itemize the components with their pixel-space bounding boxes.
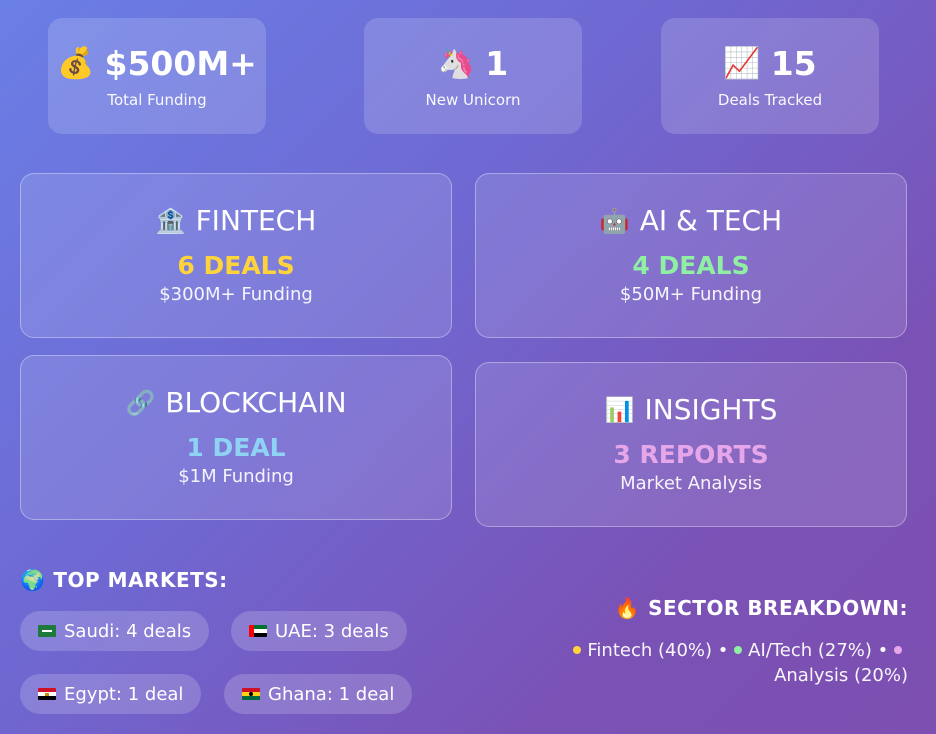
stat-label: Deals Tracked xyxy=(717,91,823,109)
card-count: 6 DEALS xyxy=(177,251,295,280)
market-pill-egypt: Egypt: 1 deal xyxy=(20,674,202,714)
card-subtitle: $1M Funding xyxy=(178,466,294,487)
market-pill-uae: UAE: 3 deals xyxy=(231,611,407,651)
egypt-flag-icon xyxy=(38,688,56,700)
stat-deals-tracked: 📈 15 Deals Tracked xyxy=(661,18,879,134)
card-title: BLOCKCHAIN xyxy=(165,386,347,419)
fire-icon: 🔥 xyxy=(614,596,641,620)
market-label: Ghana: 1 deal xyxy=(268,683,395,705)
ai-tech-dot-icon xyxy=(734,645,743,654)
stat-new-unicorn: 🦄 1 New Unicorn xyxy=(364,18,582,134)
section-title-text: TOP MARKETS: xyxy=(53,568,228,592)
card-subtitle: $300M+ Funding xyxy=(159,284,313,305)
fintech-dot-icon xyxy=(573,645,582,654)
stat-value: $500M+ xyxy=(104,44,257,83)
chart-increasing-icon: 📈 xyxy=(723,46,761,81)
market-label: Egypt: 1 deal xyxy=(64,683,184,705)
money-bag-icon: 💰 xyxy=(57,46,95,81)
sector-breakdown-title: 🔥 SECTOR BREAKDOWN: xyxy=(615,596,908,620)
sector-item: AI/Tech (27%) xyxy=(748,640,872,661)
uae-flag-icon xyxy=(249,625,267,637)
separator: • xyxy=(877,640,889,661)
card-fintech: 🏦 FINTECH 6 DEALS $300M+ Funding xyxy=(20,173,452,338)
market-pill-saudi: Saudi: 4 deals xyxy=(20,611,210,651)
ghana-flag-icon xyxy=(242,688,260,700)
card-title: INSIGHTS xyxy=(644,393,778,426)
section-title-text: SECTOR BREAKDOWN: xyxy=(648,596,908,620)
card-count: 1 DEAL xyxy=(186,433,286,462)
sector-item: Analysis (20%) xyxy=(774,665,908,686)
top-markets-title: 🌍 TOP MARKETS: xyxy=(20,568,228,592)
stat-label: New Unicorn xyxy=(425,91,521,109)
sector-breakdown-list: Fintech (40%) • AI/Tech (27%) • Analysis… xyxy=(528,638,908,688)
market-label: UAE: 3 deals xyxy=(275,620,389,642)
card-blockchain: 🔗 BLOCKCHAIN 1 DEAL $1M Funding xyxy=(20,355,452,520)
bank-icon: 🏦 xyxy=(155,206,186,235)
sector-item: Fintech (40%) xyxy=(587,640,713,661)
analysis-dot-icon xyxy=(894,645,902,654)
card-insights: 📊 INSIGHTS 3 REPORTS Market Analysis xyxy=(475,362,907,527)
card-subtitle: Market Analysis xyxy=(620,473,762,494)
card-count: 4 DEALS xyxy=(632,251,750,280)
market-label: Saudi: 4 deals xyxy=(64,620,192,642)
card-subtitle: $50M+ Funding xyxy=(619,284,763,305)
stat-total-funding: 💰 $500M+ Total Funding xyxy=(48,18,266,134)
stat-value: 1 xyxy=(485,44,509,83)
card-ai-tech: 🤖 AI & TECH 4 DEALS $50M+ Funding xyxy=(475,173,907,338)
card-count: 3 REPORTS xyxy=(613,440,769,469)
separator: • xyxy=(717,640,729,661)
card-title: AI & TECH xyxy=(639,204,783,237)
saudi-flag-icon xyxy=(38,625,56,637)
card-title: FINTECH xyxy=(195,204,317,237)
unicorn-icon: 🦄 xyxy=(437,46,476,81)
market-pill-ghana: Ghana: 1 deal xyxy=(224,674,413,714)
stat-label: Total Funding xyxy=(107,91,207,109)
bar-chart-icon: 📊 xyxy=(604,395,635,424)
link-icon: 🔗 xyxy=(125,388,156,417)
stat-value: 15 xyxy=(770,44,817,83)
robot-icon: 🤖 xyxy=(599,206,630,235)
globe-icon: 🌍 xyxy=(20,568,46,592)
